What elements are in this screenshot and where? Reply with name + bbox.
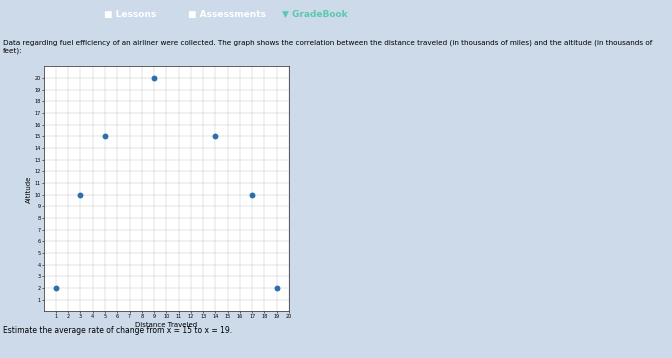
Y-axis label: Altitude: Altitude [26,175,32,203]
Point [75,192,86,198]
Point [149,75,159,81]
Point [271,285,282,291]
X-axis label: Distance Traveled: Distance Traveled [135,322,198,328]
Point [210,134,220,139]
Text: Data regarding fuel efficiency of an airliner were collected. The graph shows th: Data regarding fuel efficiency of an air… [3,40,653,54]
Text: ■ Assessments: ■ Assessments [188,10,266,19]
Point [99,134,110,139]
Point [50,285,61,291]
Text: ▼ GradeBook: ▼ GradeBook [282,10,348,19]
Text: Estimate the average rate of change from x = 15 to x = 19.: Estimate the average rate of change from… [3,326,233,335]
Text: ■ Lessons: ■ Lessons [104,10,157,19]
Point [247,192,257,198]
